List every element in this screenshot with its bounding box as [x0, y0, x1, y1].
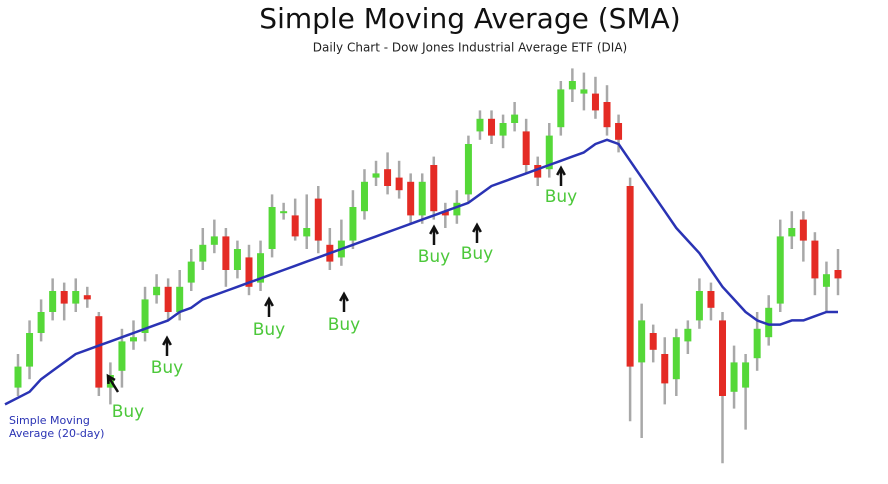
- candle-body: [26, 333, 34, 367]
- candle-body: [591, 93, 599, 111]
- candle-body: [568, 81, 576, 90]
- candle-body: [187, 261, 195, 283]
- buy-arrow-head: [556, 165, 566, 176]
- candle-body: [464, 144, 472, 195]
- candle-body: [672, 337, 680, 380]
- candle-body: [291, 215, 299, 237]
- buy-label: Buy: [418, 247, 451, 267]
- candle-body: [441, 211, 449, 216]
- candle-body: [545, 135, 553, 170]
- candle-body: [83, 295, 91, 300]
- candle-body: [742, 362, 750, 388]
- candle-body: [141, 299, 149, 333]
- candle-body: [129, 337, 137, 342]
- candle-body: [811, 240, 819, 279]
- candle-body: [49, 291, 57, 312]
- candle-body: [776, 236, 784, 304]
- candle-body: [372, 173, 380, 178]
- candle-body: [488, 118, 496, 136]
- candle-body: [199, 244, 207, 262]
- candle-body: [95, 316, 103, 388]
- buy-label: Buy: [112, 402, 145, 422]
- buy-label: Buy: [461, 244, 494, 264]
- buy-label: Buy: [253, 320, 286, 340]
- candle-body: [314, 198, 322, 241]
- buy-arrow-head: [472, 222, 482, 233]
- candle-body: [799, 219, 807, 241]
- sma-label: Simple Moving Average (20-day): [9, 414, 105, 440]
- chart-subtitle: Daily Chart - Dow Jones Industrial Avera…: [313, 41, 627, 55]
- candle-body: [638, 320, 646, 363]
- candle-body: [360, 181, 368, 212]
- candle-body: [626, 186, 634, 367]
- candle-body: [765, 307, 773, 338]
- candle-body: [557, 89, 565, 128]
- candle-body: [649, 333, 657, 350]
- candle-body: [210, 236, 218, 245]
- candle-body: [499, 123, 507, 136]
- buy-label: Buy: [328, 315, 361, 335]
- candle-body: [395, 177, 403, 191]
- candle-body: [14, 366, 22, 388]
- buy-arrow-head: [429, 224, 439, 235]
- candle-body: [37, 312, 45, 333]
- candle-body: [615, 123, 623, 140]
- candle-body: [268, 207, 276, 249]
- candle-body: [418, 181, 426, 216]
- candle-body: [684, 328, 692, 342]
- candle-body: [822, 274, 830, 287]
- candle-body: [707, 291, 715, 308]
- buy-arrow-head: [106, 373, 116, 385]
- buy-label: Buy: [151, 358, 184, 378]
- candle-body: [661, 354, 669, 384]
- candle-body: [476, 118, 484, 132]
- candle-body: [730, 362, 738, 392]
- candle-body: [534, 165, 542, 178]
- candle-body: [176, 286, 184, 312]
- candle-body: [834, 270, 842, 279]
- candle-body: [453, 202, 461, 216]
- candle-body: [245, 257, 253, 287]
- candle-body: [233, 249, 241, 270]
- candle-body: [384, 169, 392, 186]
- buy-arrow: [106, 375, 120, 393]
- candle-body: [788, 228, 796, 237]
- candle-body: [407, 181, 415, 216]
- candle-body: [603, 102, 611, 128]
- candle-body: [280, 211, 288, 214]
- candle-body: [118, 341, 126, 371]
- candle-body: [222, 236, 230, 270]
- sma-line: [4, 138, 838, 406]
- candle-body: [257, 253, 265, 283]
- candle-body: [753, 328, 761, 359]
- candle-body: [153, 286, 161, 296]
- candle-body: [580, 89, 588, 94]
- candle-body: [511, 114, 519, 123]
- candle-body: [349, 207, 357, 241]
- candle-body: [303, 228, 311, 237]
- candle-body: [522, 131, 530, 165]
- buy-arrow-head: [264, 296, 274, 307]
- buy-arrow-head: [162, 335, 172, 346]
- buy-arrow-head: [339, 291, 349, 302]
- candle-body: [164, 286, 172, 312]
- candle-body: [60, 291, 68, 304]
- chart-title: Simple Moving Average (SMA): [259, 2, 680, 35]
- candle-body: [72, 291, 80, 304]
- candle-body: [719, 320, 727, 396]
- candle-body: [430, 165, 438, 212]
- candle-body: [695, 291, 703, 321]
- buy-label: Buy: [545, 187, 578, 207]
